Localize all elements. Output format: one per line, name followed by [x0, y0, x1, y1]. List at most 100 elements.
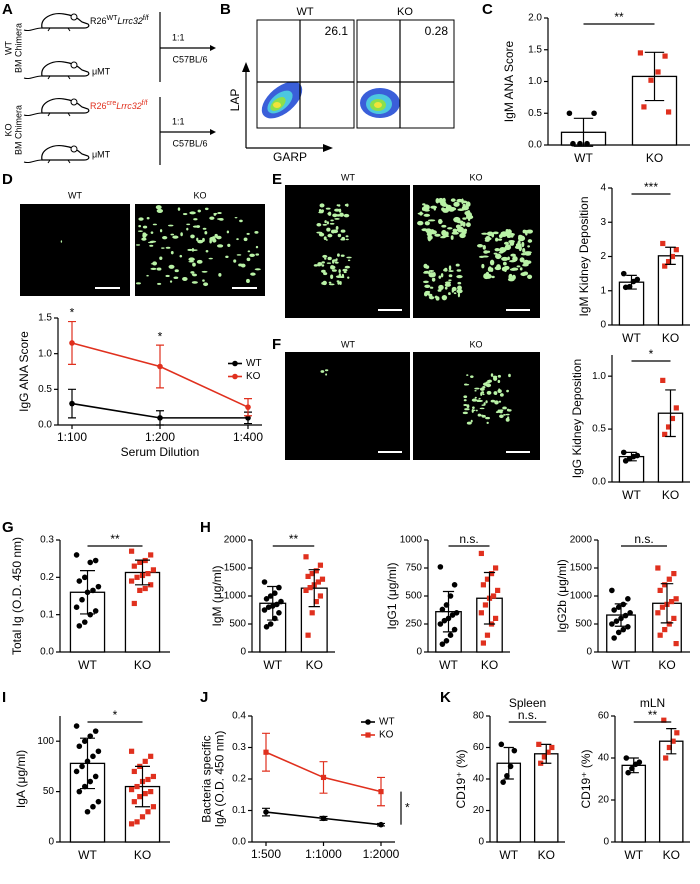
stain [344, 265, 351, 269]
data-point [142, 791, 148, 797]
stain [438, 284, 444, 290]
legend-label: KO [246, 371, 261, 382]
data-point [451, 582, 458, 588]
group-label: WT [3, 41, 13, 55]
data-point [81, 738, 88, 744]
stain [243, 237, 248, 242]
stain [343, 271, 347, 274]
data-point [81, 574, 88, 581]
recipient: C57BL/6 [172, 138, 207, 148]
error-bar [79, 737, 96, 790]
bar [533, 753, 559, 843]
data-point [439, 606, 446, 613]
x-axis-label: Serum Dilution [121, 445, 200, 459]
data-point [272, 590, 278, 596]
y-tick-label: 3 [600, 217, 606, 228]
error-bar [614, 603, 628, 627]
y-axis-label: IgM Kidney Deposition [577, 196, 591, 316]
stain [324, 369, 329, 372]
y-tick-label: 0.1 [40, 609, 54, 620]
stain [494, 400, 499, 405]
data-point [660, 377, 666, 383]
stain [338, 269, 341, 274]
y-tick-label: 750 [405, 563, 422, 574]
stain [462, 203, 466, 207]
stain [192, 262, 196, 267]
stain [506, 389, 509, 393]
stain [331, 269, 337, 272]
stain [168, 224, 174, 227]
data-point [378, 789, 384, 795]
data-point [577, 140, 583, 147]
stain [225, 255, 229, 259]
mouse-icon [23, 13, 90, 32]
data-point [150, 567, 157, 573]
stain [521, 252, 527, 256]
data-point [128, 548, 135, 554]
stain [434, 233, 441, 237]
stain [444, 283, 452, 287]
stain [337, 253, 340, 257]
y-axis-label: Total Ig (O.D. 450 nm) [10, 537, 24, 655]
significance: * [113, 708, 118, 722]
stain [462, 221, 466, 227]
data-point [276, 584, 282, 591]
x-tick-label: 1:100 [57, 430, 87, 444]
stain [217, 211, 222, 215]
data-point [549, 744, 555, 751]
stain [463, 399, 467, 402]
stain [497, 379, 501, 384]
stain [340, 229, 346, 233]
data-point [493, 615, 499, 621]
stain [246, 232, 250, 235]
stain [327, 233, 333, 238]
error-bar [626, 451, 637, 462]
stain [428, 269, 435, 272]
stain [481, 255, 489, 258]
stain [191, 281, 198, 284]
data-point [484, 632, 491, 638]
data-point [137, 587, 143, 593]
stain [459, 233, 466, 239]
x-tick-label: WT [439, 658, 458, 672]
data-point [625, 624, 631, 630]
micrograph [20, 204, 130, 296]
genotype: R26creLrrc32f/f [90, 100, 148, 112]
y-axis-label: IgM (μg/ml) [210, 566, 224, 627]
stain [488, 266, 492, 272]
stain [135, 244, 141, 246]
y-axis-label: CD19⁺ (%) [454, 749, 468, 808]
data-point [613, 618, 620, 624]
stain [495, 237, 499, 242]
stain [517, 235, 526, 242]
data-point [145, 809, 151, 815]
stain [471, 408, 474, 413]
data-point [131, 799, 137, 805]
stain [514, 245, 521, 250]
data-point [150, 804, 157, 810]
bar [621, 764, 647, 843]
stain [500, 231, 508, 238]
stain [456, 269, 462, 272]
stain [321, 269, 326, 273]
stain [345, 238, 349, 241]
stain [501, 256, 509, 261]
x-tick-label: KO [662, 488, 679, 502]
stain [474, 396, 477, 399]
significance: * [405, 800, 410, 814]
stain [325, 373, 328, 376]
stain [490, 399, 496, 403]
data-point [625, 596, 631, 602]
y-tick-label: 0.5 [528, 108, 542, 119]
stain [197, 209, 201, 213]
stain [146, 274, 149, 277]
data-point [131, 563, 137, 569]
data-point [666, 621, 672, 627]
stain [341, 236, 346, 240]
data-point [662, 431, 668, 437]
stain [524, 252, 532, 256]
data-point [541, 754, 547, 760]
stain [509, 260, 516, 263]
data-point [319, 576, 326, 582]
stain [216, 244, 224, 248]
